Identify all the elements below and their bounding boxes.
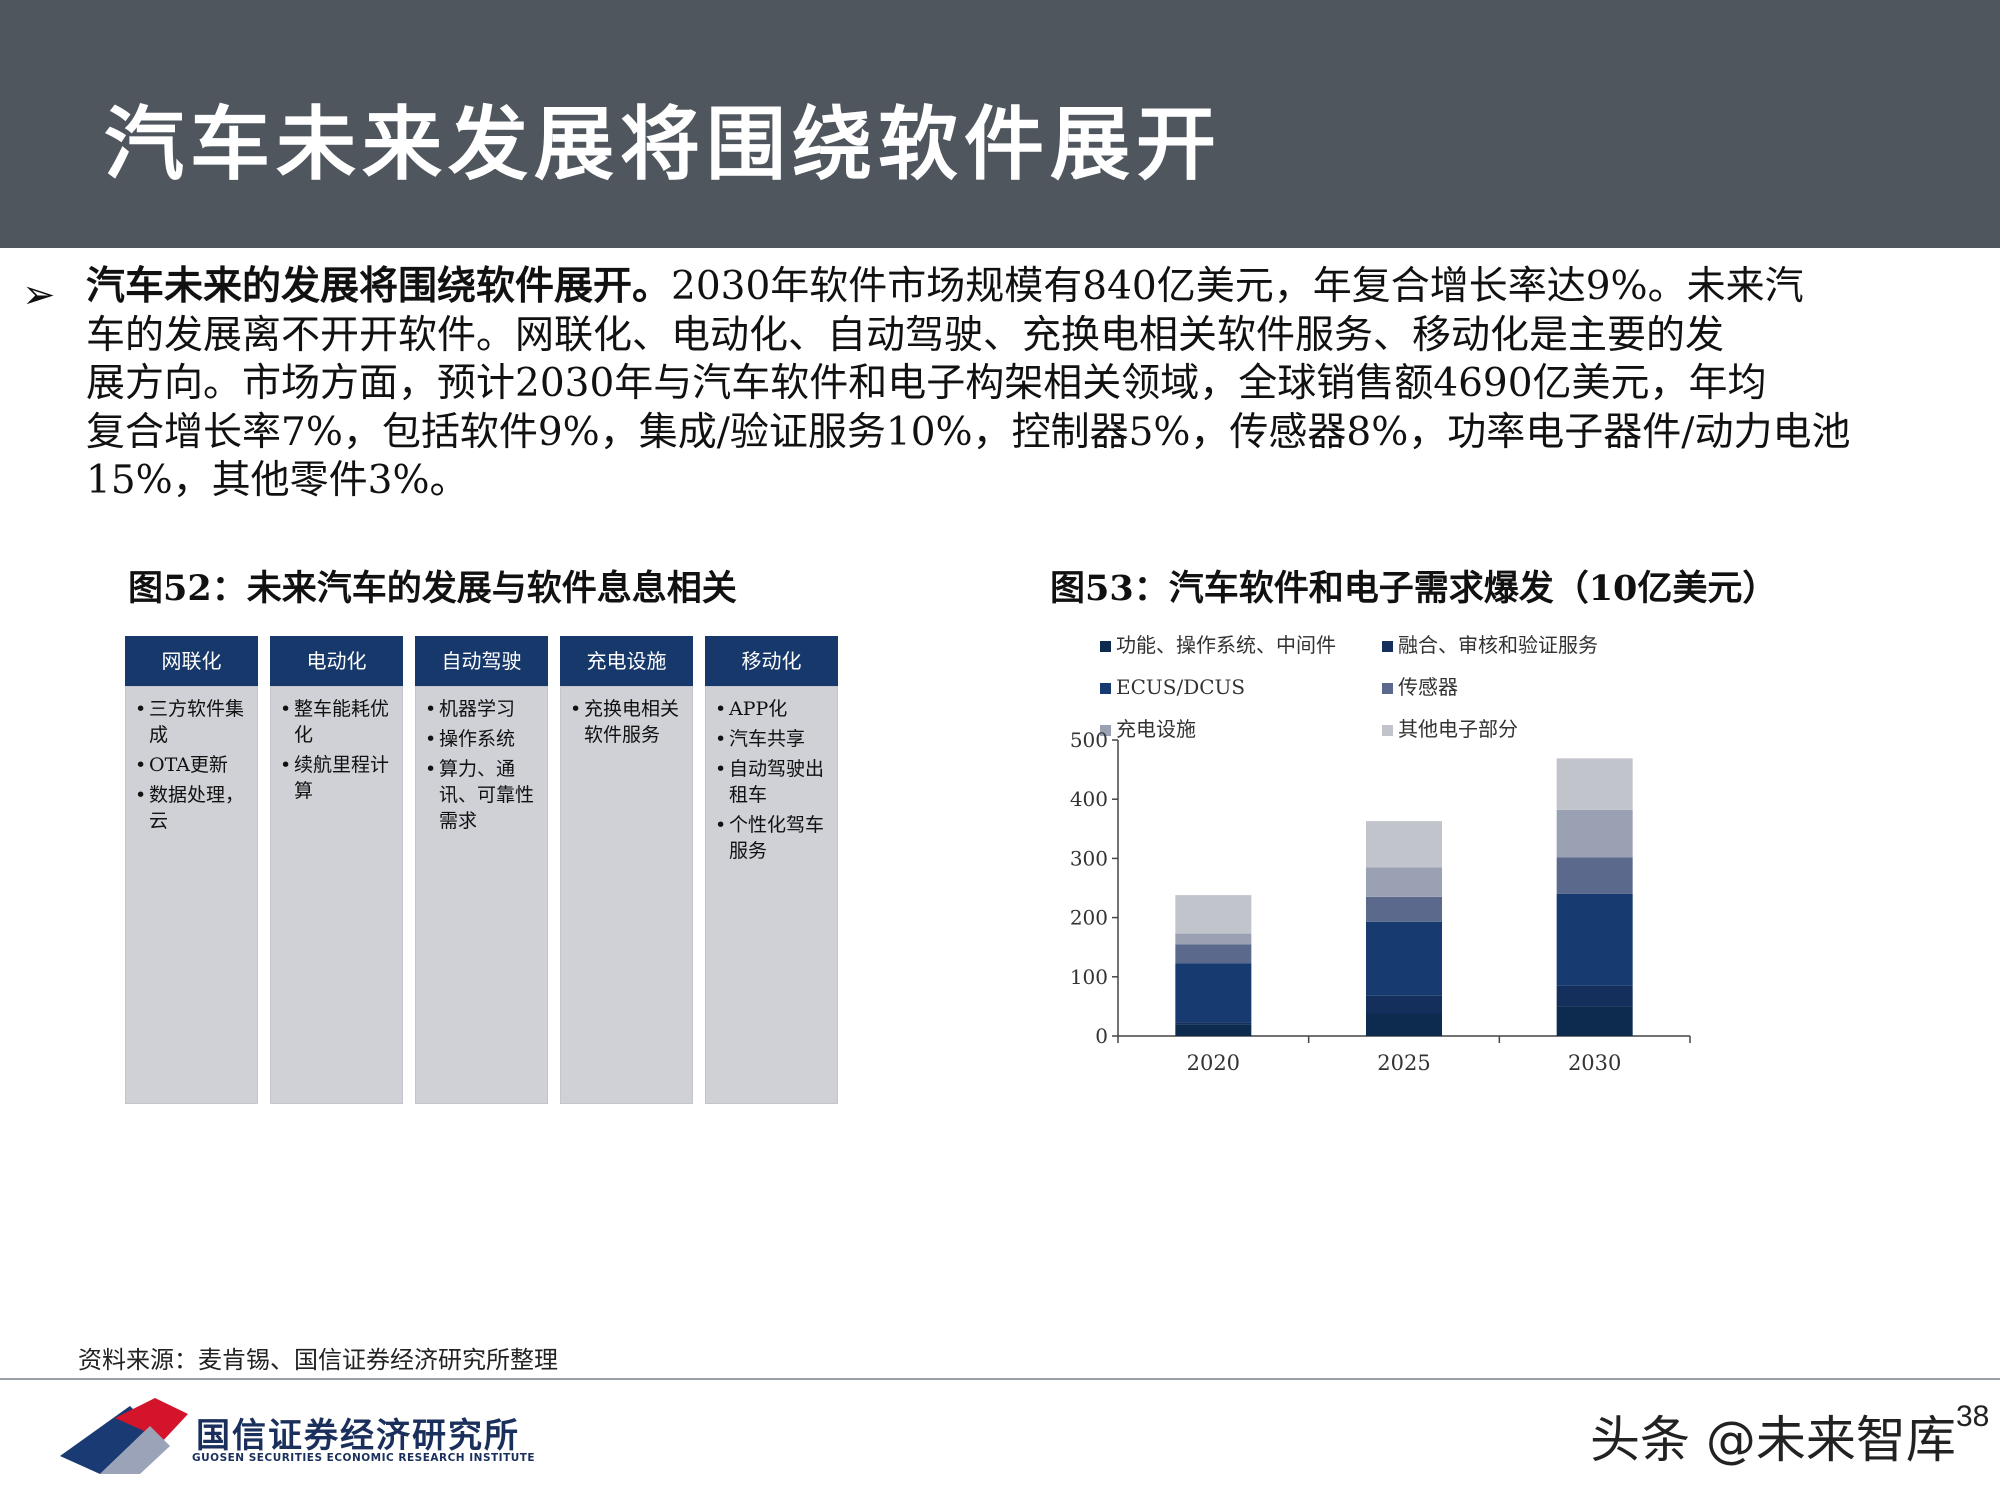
watermark-text: 头条 @未来智库	[1590, 1411, 1956, 1469]
legend-label: 其他电子部分	[1398, 717, 1518, 741]
y-tick-label: 500	[1070, 728, 1108, 752]
column-body: • 三方软件集成 • OTA更新 • 数据处理，云	[125, 686, 258, 1104]
column-item: • 三方软件集成	[135, 698, 245, 746]
bar-segment	[1366, 867, 1442, 897]
page-title: 汽车未来发展将围绕软件展开	[104, 97, 1222, 191]
y-tick-label: 100	[1070, 965, 1108, 989]
bar-segment	[1175, 895, 1252, 934]
column-body: • 整车能耗优化 • 续航里程计算	[270, 686, 403, 1104]
logo-english-name: GUOSEN SECURITIES ECONOMIC RESEARCH INST…	[192, 1452, 536, 1464]
legend-label: ECUS/DCUS	[1116, 675, 1245, 699]
bar-segment	[1366, 896, 1442, 922]
bar-segment	[1175, 933, 1252, 945]
legend-label: 融合、审核和验证服务	[1398, 633, 1598, 657]
source-note: 资料来源：麦肯锡、国信证券经济研究所整理	[78, 1346, 558, 1374]
column-item: • 自动驾驶出租车	[715, 758, 825, 806]
column-item: • 算力、通讯、可靠性需求	[425, 758, 535, 832]
paragraph-line-3: 展方向。市场方面，预计2030年与汽车软件和电子构架相关领域，全球销售额4690…	[86, 361, 1767, 406]
bar-segment	[1366, 821, 1442, 868]
legend-swatch	[1382, 683, 1393, 694]
legend-label: 传感器	[1398, 675, 1458, 699]
paragraph-line-2: 车的发展离不开开软件。网联化、电动化、自动驾驶、充换电相关软件服务、移动化是主要…	[86, 312, 1725, 358]
legend-swatch	[1382, 641, 1393, 652]
x-tick-label: 2020	[1187, 1051, 1240, 1075]
x-tick-label: 2030	[1568, 1051, 1621, 1075]
y-tick-label: 400	[1070, 787, 1108, 811]
figure53-title: 图53：汽车软件和电子需求爆发（10亿美元）	[1050, 568, 1778, 609]
column-item: • 个性化驾车服务	[715, 814, 825, 862]
column-item: • OTA更新	[135, 754, 228, 776]
column-header: 移动化	[705, 636, 838, 686]
paragraph-line-5: 15%，其他零件3%。	[86, 458, 469, 503]
column-item: • APP化	[715, 698, 788, 720]
column-item: • 数据处理，云	[135, 784, 245, 832]
column-header: 电动化	[270, 636, 403, 686]
bar-segment	[1556, 985, 1633, 1007]
paragraph-bold-lead: 汽车未来的发展将围绕软件展开。	[86, 263, 672, 309]
column-header: 充电设施	[560, 636, 693, 686]
column-connectivity: 网联化 • 三方软件集成 • OTA更新 • 数据处理，云	[125, 636, 258, 1104]
bar-segment	[1556, 809, 1633, 858]
x-tick-label: 2025	[1377, 1051, 1430, 1075]
legend-swatch	[1382, 725, 1393, 736]
column-body: • 充换电相关软件服务	[560, 686, 693, 1104]
legend-label: 充电设施	[1116, 717, 1196, 741]
page-number: 38	[1956, 1400, 1990, 1433]
bar-segment	[1175, 1022, 1252, 1025]
column-item: • 操作系统	[425, 728, 516, 750]
column-mobility: 移动化 • APP化 • 汽车共享 • 自动驾驶出租车 • 个性化驾车服务	[705, 636, 838, 1104]
column-autonomous-driving: 自动驾驶 • 机器学习 • 操作系统 • 算力、通讯、可靠性需求	[415, 636, 548, 1104]
column-charging: 充电设施 • 充换电相关软件服务	[560, 636, 693, 1104]
intro-paragraph: 汽车未来的发展将围绕软件展开。2030年软件市场规模有840亿美元，年复合增长率…	[86, 262, 1986, 506]
column-item: • 整车能耗优化	[280, 698, 390, 746]
bar-segment	[1175, 944, 1252, 964]
column-electrification: 电动化 • 整车能耗优化 • 续航里程计算	[270, 636, 403, 1104]
bar-segment	[1366, 921, 1442, 996]
legend-swatch	[1100, 683, 1111, 694]
legend-swatch	[1100, 641, 1111, 652]
y-tick-label: 300	[1070, 846, 1108, 870]
bar-segment	[1366, 995, 1442, 1014]
y-tick-label: 200	[1070, 906, 1108, 930]
bar-segment	[1175, 1024, 1252, 1036]
header-banner: 汽车未来发展将围绕软件展开	[0, 0, 2000, 248]
bar-segment	[1556, 1006, 1633, 1036]
column-body: • 机器学习 • 操作系统 • 算力、通讯、可靠性需求	[415, 686, 548, 1104]
legend-label: 功能、操作系统、中间件	[1116, 633, 1336, 657]
column-header: 自动驾驶	[415, 636, 548, 686]
guosen-logo-icon	[60, 1398, 188, 1474]
figure52-title: 图52：未来汽车的发展与软件息息相关	[128, 568, 737, 609]
paragraph-line-4: 复合增长率7%，包括软件9%，集成/验证服务10%，控制器5%，传感器8%，功率…	[86, 409, 1851, 455]
column-item: • 机器学习	[425, 698, 516, 720]
column-item: • 充换电相关软件服务	[570, 698, 680, 746]
arrow-bullet-icon: ➢	[22, 272, 56, 318]
column-item: • 续航里程计算	[280, 754, 390, 802]
bar-segment	[1556, 857, 1633, 894]
bar-segment	[1366, 1013, 1442, 1036]
bar-segment	[1556, 893, 1633, 986]
y-tick-label: 0	[1095, 1024, 1108, 1048]
column-header: 网联化	[125, 636, 258, 686]
logo-chinese-name: 国信证券经济研究所	[196, 1416, 520, 1456]
footer-divider	[0, 1378, 2000, 1380]
legend-swatch	[1100, 725, 1111, 736]
paragraph-line-1: 汽车未来的发展将围绕软件展开。2030年软件市场规模有840亿美元，年复合增长率…	[86, 262, 1986, 312]
paragraph-text: 2030年软件市场规模有840亿美元，年复合增长率达9%。未来汽	[671, 264, 1804, 309]
bar-segment	[1175, 963, 1252, 1023]
column-item: • 汽车共享	[715, 728, 806, 750]
column-body: • APP化 • 汽车共享 • 自动驾驶出租车 • 个性化驾车服务	[705, 686, 838, 1104]
bar-segment	[1556, 758, 1633, 810]
